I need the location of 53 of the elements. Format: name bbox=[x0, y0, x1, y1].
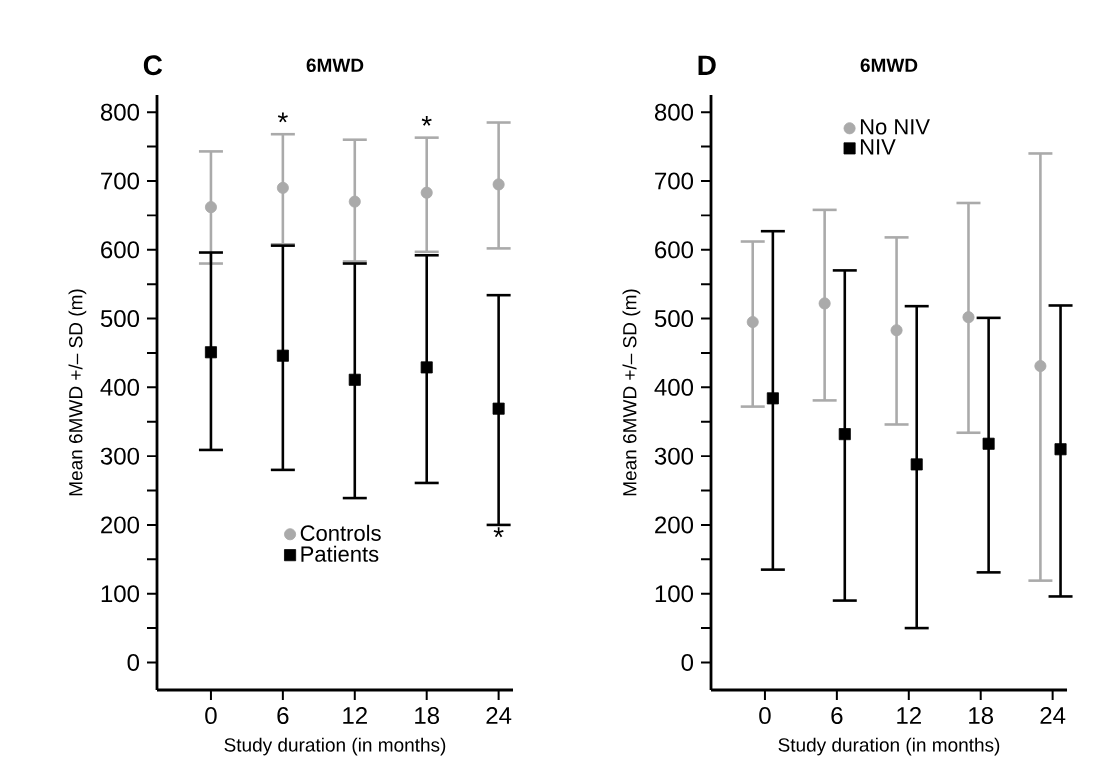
point bbox=[204, 201, 217, 214]
x-tick-label: 24 bbox=[486, 707, 512, 724]
y-tick-label: 600 bbox=[101, 241, 140, 259]
legend-label: No NIV bbox=[860, 119, 930, 135]
point bbox=[276, 349, 289, 362]
legend-label: NIV bbox=[860, 139, 896, 155]
x-tick-label: 6 bbox=[277, 707, 289, 725]
x-tick-label: 18 bbox=[415, 707, 440, 725]
y-tick-label: 0 bbox=[127, 654, 140, 671]
point bbox=[492, 178, 505, 191]
chart-title: 6MWD bbox=[860, 58, 918, 73]
y-tick-label: 600 bbox=[655, 241, 694, 259]
y-tick-label: 800 bbox=[100, 103, 140, 121]
x-axis-title: Study duration (in months) bbox=[224, 737, 446, 756]
x-tick-label: 12 bbox=[343, 707, 367, 724]
x-tick-label: 24 bbox=[1040, 707, 1066, 724]
y-tick-label: 200 bbox=[101, 516, 140, 534]
legend-label: Patients bbox=[301, 545, 379, 562]
y-tick-label: 800 bbox=[654, 103, 694, 121]
point bbox=[420, 361, 433, 374]
point bbox=[492, 402, 505, 415]
y-tick-label: 100 bbox=[101, 585, 140, 603]
x-tick-label: 18 bbox=[969, 707, 994, 725]
y-tick-label: 200 bbox=[655, 516, 694, 534]
annotation: * bbox=[421, 116, 432, 126]
x-tick-label: 12 bbox=[897, 707, 921, 724]
annotation: * bbox=[277, 112, 288, 123]
x-tick-label: 6 bbox=[831, 707, 843, 725]
legend-label: Controls bbox=[300, 524, 381, 541]
y-tick-label: 500 bbox=[654, 310, 694, 328]
x-tick-label: 0 bbox=[759, 707, 771, 725]
y-tick-label: 500 bbox=[100, 310, 140, 328]
y-tick-label: 300 bbox=[100, 447, 140, 465]
text: D bbox=[698, 55, 716, 75]
point bbox=[348, 373, 361, 386]
y-tick-label: 400 bbox=[654, 378, 694, 396]
annotation: * bbox=[493, 527, 504, 538]
y-tick-label: 400 bbox=[100, 378, 140, 396]
y-tick-label: 700 bbox=[655, 172, 694, 190]
y-tick-label: 700 bbox=[101, 172, 140, 190]
y-tick-label: 0 bbox=[681, 654, 694, 671]
x-axis-title: Study duration (in months) bbox=[778, 737, 1000, 756]
y-tick-label: 100 bbox=[655, 585, 694, 603]
point bbox=[276, 181, 289, 194]
chart-title: 6MWD bbox=[306, 58, 364, 73]
point bbox=[204, 346, 217, 359]
x-tick-label: 0 bbox=[205, 707, 217, 725]
y-axis-title: Mean 6MWD +/– SD (m) bbox=[68, 289, 87, 496]
point bbox=[348, 195, 361, 208]
y-tick-label: 300 bbox=[654, 447, 694, 465]
y-axis-title: Mean 6MWD +/– SD (m) bbox=[622, 289, 641, 496]
text: C bbox=[143, 55, 163, 76]
point bbox=[420, 186, 433, 199]
